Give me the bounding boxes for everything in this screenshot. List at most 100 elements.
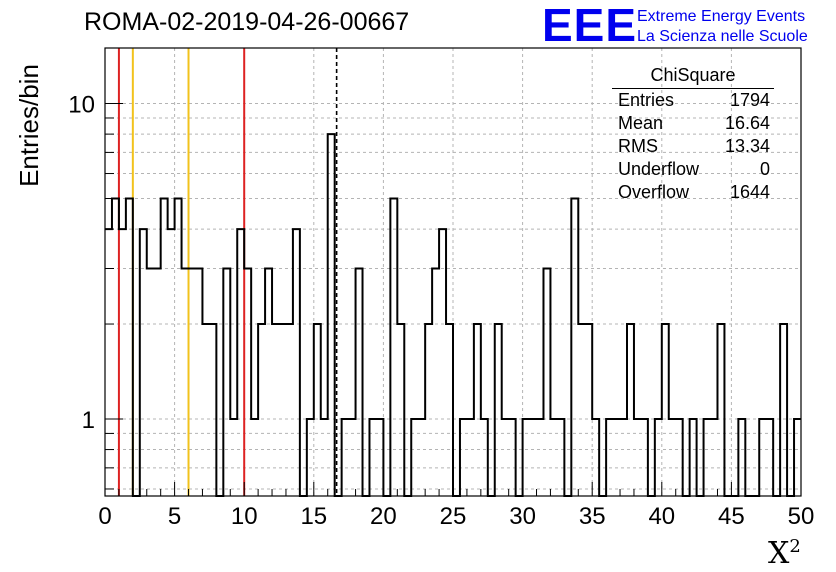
stats-value: 16.64 (724, 113, 770, 133)
histogram-bin (543, 268, 550, 496)
histogram-bin (509, 419, 516, 496)
histogram-bin (481, 419, 488, 496)
histogram-bin (738, 419, 745, 496)
stats-row-rms: RMS 13.34 (612, 135, 774, 158)
histogram-bin (759, 419, 766, 496)
x-tick-label: 45 (718, 503, 745, 530)
y-axis-label: Entries/bin (13, 64, 44, 187)
histogram-bin (147, 268, 154, 496)
histogram-bin (592, 419, 599, 496)
chart-title: ROMA-02-2019-04-26-00667 (84, 8, 410, 36)
histogram-bin (537, 419, 544, 496)
histogram-bin (474, 324, 481, 496)
histogram-bin (168, 229, 175, 496)
histogram-bin (279, 324, 286, 496)
histogram-bin (425, 324, 432, 496)
stats-value: 13.34 (724, 136, 770, 156)
stats-box: ChiSquare Entries 1794 Mean 16.64 RMS 13… (612, 65, 774, 204)
x-tick-label: 5 (168, 503, 181, 530)
x-tick-label: 30 (509, 503, 536, 530)
x-tick-label: 50 (788, 503, 815, 530)
histogram-bin (258, 324, 265, 496)
histogram-bin (439, 229, 446, 496)
logo-line-1: Extreme Energy Events (637, 8, 806, 25)
stats-row-entries: Entries 1794 (612, 89, 774, 112)
histogram-bin (523, 419, 530, 496)
histogram-bin (676, 419, 683, 496)
histogram-bin (105, 229, 112, 496)
histogram-outline (105, 133, 801, 497)
histogram-bin (502, 419, 509, 496)
histogram-bin (495, 324, 502, 496)
stats-value: 1794 (729, 90, 770, 110)
logo-mark: EEE (542, 0, 638, 51)
histogram-bin (195, 268, 202, 496)
histogram-bin (620, 419, 627, 496)
histogram-bin (641, 419, 648, 496)
y-tick-label: 10 (68, 92, 95, 119)
histogram-bin (342, 419, 349, 496)
histogram-bin (690, 419, 697, 496)
histogram-bin (557, 419, 564, 496)
x-tick-label: 15 (300, 503, 327, 530)
histogram-bin (161, 199, 168, 496)
x-tick-label: 40 (648, 503, 675, 530)
histogram-bin (397, 324, 404, 496)
stats-label: Entries (618, 90, 675, 110)
histogram-bin (411, 419, 418, 496)
x-axis-label-base: X (768, 536, 790, 571)
x-tick-label: 10 (231, 503, 258, 530)
x-tick-label: 35 (579, 503, 606, 530)
histogram-bin (376, 419, 383, 496)
stats-title: ChiSquare (612, 65, 774, 89)
histogram-bin (550, 419, 557, 496)
histogram-bin (244, 268, 251, 496)
histogram-bin (154, 268, 161, 496)
histogram-bin (662, 324, 669, 496)
x-axis-label-exponent: 2 (789, 536, 801, 557)
stats-value: 0 (759, 159, 770, 179)
histogram-bin (356, 268, 363, 496)
histogram-bin (119, 229, 126, 496)
histogram-bin (571, 199, 578, 496)
histogram-bin (446, 324, 453, 496)
histogram-bin (780, 324, 787, 496)
axis-ticks (104, 103, 802, 496)
histogram-bin (585, 324, 592, 496)
histogram-bin (766, 419, 773, 496)
histogram-bin (349, 419, 356, 496)
histogram-bin (328, 134, 335, 496)
x-tick-label: 20 (370, 503, 397, 530)
histogram-bin (286, 324, 293, 496)
histogram-bin (209, 324, 216, 496)
histogram-bin (223, 268, 230, 496)
histogram-bin (112, 199, 119, 496)
stats-label: RMS (618, 136, 658, 156)
y-tick-label: 1 (82, 407, 95, 434)
histogram-bin (307, 419, 314, 496)
histogram-bin (704, 419, 711, 496)
histogram-bin (634, 419, 641, 496)
stats-label: Mean (618, 113, 664, 133)
logo-line-2: La Scienza nelle Scuole (637, 28, 808, 45)
histogram-bin (655, 419, 662, 496)
histogram-bin (669, 419, 676, 496)
histogram-bin (717, 324, 724, 496)
histogram-bin (711, 419, 718, 496)
histogram-bin (293, 229, 300, 496)
stats-label: Overflow (618, 182, 690, 202)
stats-row-underflow: Underflow 0 (612, 158, 774, 181)
stats-row-mean: Mean 16.64 (612, 112, 774, 135)
histogram-bin (390, 199, 397, 496)
x-tick-label: 0 (98, 503, 111, 530)
histogram-bin (202, 324, 209, 496)
histogram-bin (314, 324, 321, 496)
histogram-bin (418, 419, 425, 496)
histogram-bin (237, 229, 244, 496)
histogram-bin (369, 419, 376, 496)
histogram-bin (530, 419, 537, 496)
histogram-bin (189, 268, 196, 496)
tick-labels: 0 5 10 15 20 25 30 35 40 45 50 1 10 (68, 92, 814, 530)
stats-row-overflow: Overflow 1644 (612, 181, 774, 204)
